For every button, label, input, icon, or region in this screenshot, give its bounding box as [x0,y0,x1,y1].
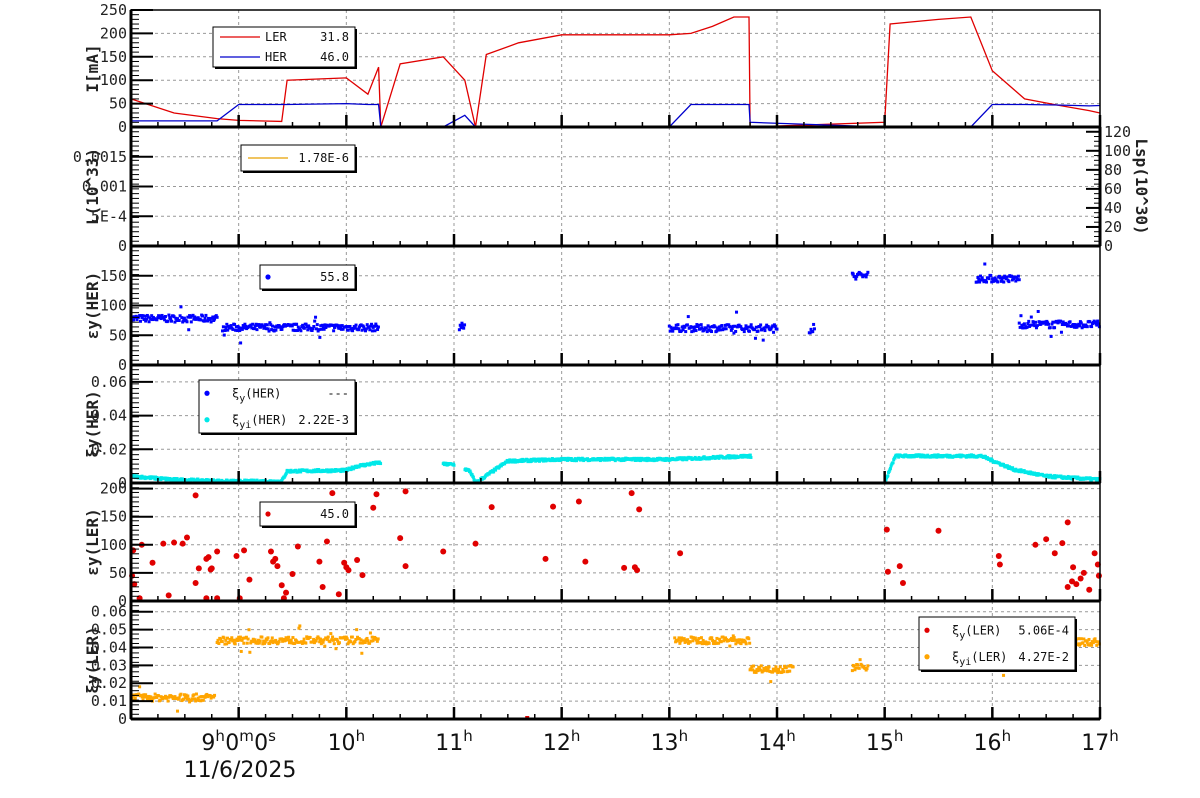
x-tick-label: 11h [435,727,473,756]
y-tick-label: 50 [109,326,127,344]
legend-value: 2.22E-3 [298,413,349,427]
series-ler-line [130,16,1101,128]
y-tick-label: 100 [100,297,127,315]
y-axis-label: L(10^33) [83,148,102,225]
y-tick-label: 150 [100,267,127,285]
x-tick-label: 13h [651,727,689,756]
y-tick-label: 0.05 [91,621,127,639]
y-axis-label: εy(LER) [83,508,102,575]
y-axis-label: I[mA] [83,44,102,92]
y-tick-label: 5E-4 [91,207,127,225]
legend-value: 45.0 [320,507,349,521]
legend-series-name: LER [265,30,287,44]
y2-axis-label: Lsp(10^30) [1132,138,1151,234]
y-tick-label: 0.0015 [73,148,127,166]
y-tick-label: 100 [100,71,127,89]
y-tick-label: 150 [100,48,127,66]
legend-series-name: ξyi(HER) [232,413,287,431]
y-tick-label: 50 [109,95,127,113]
y-tick-label: 100 [100,536,127,554]
y-tick-label: 0 [118,356,127,374]
y-tick-label: 250 [100,1,127,19]
legend-box [259,264,356,290]
y-tick-label: 0.04 [91,407,127,425]
legend-value: --- [327,386,349,400]
axes [129,9,1102,721]
x-tick-label: 9h 0m 0s [201,727,276,756]
legend-box [198,379,356,434]
y-tick-label: 0.02 [91,674,127,692]
y-tick-label: 0.03 [91,656,127,674]
legends: LER 31.8 HER 46.0 1.78E-6 55.8 ξy(HER) --- ξyi(H… [198,26,1077,672]
y2-tick-label: 0 [1104,237,1113,255]
y-tick-label: 0 [118,118,127,136]
y2-tick-label: 100 [1104,142,1131,160]
legend-box [259,501,356,527]
x-tick-label: 12h [543,727,581,756]
legend-value: 1.78E-6 [298,151,349,165]
legend-series-name: ξy(HER) [232,386,281,404]
y-tick-label: 0.01 [91,692,127,710]
legend-value: 55.8 [320,270,349,284]
y-tick-label: 200 [100,480,127,498]
x-tick-label: 14h [758,727,796,756]
y-axis-label: ξy(LER) [83,626,102,693]
legend-box [212,26,356,68]
legend-series-name: ξy(LER) [952,623,1001,641]
legend-value: 5.06E-4 [1018,623,1069,637]
legend-value: 31.8 [320,30,349,44]
y2-tick-label: 20 [1104,218,1122,236]
legend-value: 4.27E-2 [1018,650,1069,664]
x-tick-label: 16h [974,727,1012,756]
legend-series-name: ξyi(LER) [952,650,1007,668]
y2-tick-label: 60 [1104,180,1122,198]
y2-tick-label: 80 [1104,161,1122,179]
y-tick-label: 0 [118,474,127,492]
y-axis-label: εy(HER) [83,272,102,339]
y-tick-label: 0.04 [91,638,127,656]
y2-tick-label: 120 [1104,123,1131,141]
y-tick-label: 0 [118,592,127,610]
x-axis-date: 11/6/2025 [184,758,297,783]
x-tick-label: 10h [328,727,366,756]
legend-box [918,616,1076,671]
y-tick-label: 50 [109,564,127,582]
y-tick-label: 0.02 [91,440,127,458]
y-tick-label: 0.001 [82,178,127,196]
axis-labels: 050100150200250I[mA]05E-40.0010.0015L(10… [73,1,1151,783]
y-axis-label: ξy(HER) [83,390,102,457]
legend-value: 46.0 [320,50,349,64]
y-tick-label: 0 [118,710,127,728]
y-tick-label: 0.06 [91,603,127,621]
y-tick-label: 150 [100,508,127,526]
y-tick-label: 0.06 [91,373,127,391]
legend-series-name: HER [265,50,287,64]
y-tick-label: 200 [100,24,127,42]
x-tick-label: 17h [1081,727,1119,756]
y-tick-label: 0 [118,237,127,255]
x-tick-label: 15h [866,727,904,756]
y2-tick-label: 40 [1104,199,1122,217]
